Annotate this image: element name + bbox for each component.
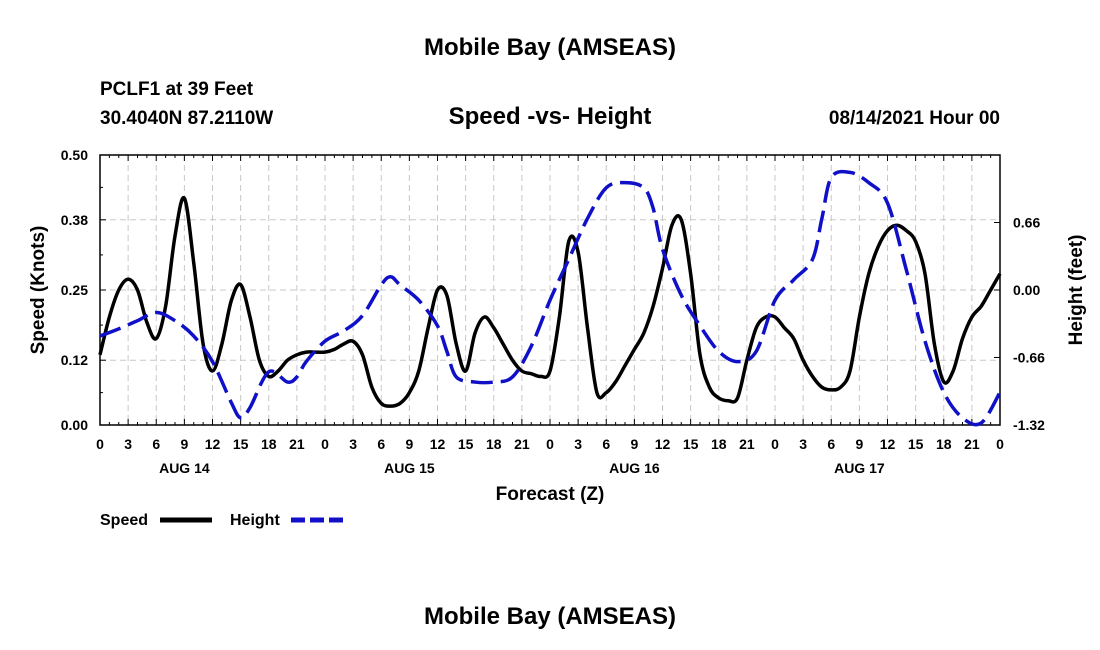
x-tick-label: 15: [908, 436, 924, 452]
x-tick-label: 6: [827, 436, 835, 452]
legend: Speed Height: [100, 512, 343, 529]
location-label: 30.4040N 87.2110W: [100, 108, 273, 129]
x-tick-label: 3: [349, 436, 357, 452]
x-tick-label: 9: [180, 436, 188, 452]
x-tick-label: 6: [152, 436, 160, 452]
x-tick-label: 9: [405, 436, 413, 452]
y2-tick-label: -1.32: [1013, 417, 1045, 433]
chart-subtitle: Speed -vs- Height: [449, 103, 652, 130]
x-tick-label: 12: [655, 436, 671, 452]
x-tick-label: 0: [96, 436, 104, 452]
height-series-line: [99, 169, 1002, 427]
y-tick-label: 0.38: [61, 212, 88, 228]
footer-title: Mobile Bay (AMSEAS): [424, 603, 676, 630]
x-tick-label: 9: [855, 436, 863, 452]
x-tick-label: 0: [546, 436, 554, 452]
tick-marks: 0.00 0.12 0.25 0.38 0.50 -1.32 -0.66 0.00 0.66 0 3…: [61, 147, 1045, 476]
y2-tick-label: 0.00: [1013, 282, 1040, 298]
chart-title: Mobile Bay (AMSEAS): [424, 34, 676, 61]
day-label: AUG 17: [834, 460, 885, 476]
y-tick-label: 0.50: [61, 147, 88, 163]
day-label: AUG 15: [384, 460, 435, 476]
y-tick-label: 0.00: [61, 417, 88, 433]
x-tick-label: 6: [377, 436, 385, 452]
x-tick-label: 9: [630, 436, 638, 452]
x-tick-label: 3: [799, 436, 807, 452]
x-axis-label: Forecast (Z): [496, 484, 605, 505]
legend-height-label: Height: [230, 512, 280, 529]
x-tick-label: 12: [880, 436, 896, 452]
x-tick-label: 21: [514, 436, 530, 452]
x-tick-label: 0: [771, 436, 779, 452]
x-tick-label: 18: [711, 436, 727, 452]
x-tick-label: 15: [233, 436, 249, 452]
y-tick-label: 0.12: [61, 352, 88, 368]
x-tick-label: 12: [205, 436, 221, 452]
y2-tick-label: -0.66: [1013, 350, 1045, 366]
x-tick-label: 15: [458, 436, 474, 452]
x-tick-label: 18: [486, 436, 502, 452]
y-axis-label: Speed (Knots): [28, 226, 49, 355]
datetime-label: 08/14/2021 Hour 00: [829, 108, 1000, 129]
x-tick-label: 3: [124, 436, 132, 452]
x-tick-label: 0: [321, 436, 329, 452]
y2-axis-label: Height (feet): [1066, 235, 1087, 346]
series-lines: [98, 169, 1002, 427]
x-tick-label: 3: [574, 436, 582, 452]
station-label: PCLF1 at 39 Feet: [100, 79, 254, 100]
x-tick-label: 12: [430, 436, 446, 452]
day-label: AUG 16: [609, 460, 660, 476]
x-tick-label: 6: [602, 436, 610, 452]
x-tick-label: 0: [996, 436, 1004, 452]
x-tick-label: 18: [261, 436, 277, 452]
speed-series-line: [98, 196, 1002, 408]
legend-speed-label: Speed: [100, 512, 148, 529]
x-tick-label: 21: [739, 436, 755, 452]
y-tick-label: 0.25: [61, 282, 88, 298]
day-label: AUG 14: [159, 460, 210, 476]
x-tick-label: 21: [964, 436, 980, 452]
x-tick-label: 18: [936, 436, 952, 452]
y2-tick-label: 0.66: [1013, 215, 1040, 231]
x-tick-label: 15: [683, 436, 699, 452]
x-tick-label: 21: [289, 436, 305, 452]
